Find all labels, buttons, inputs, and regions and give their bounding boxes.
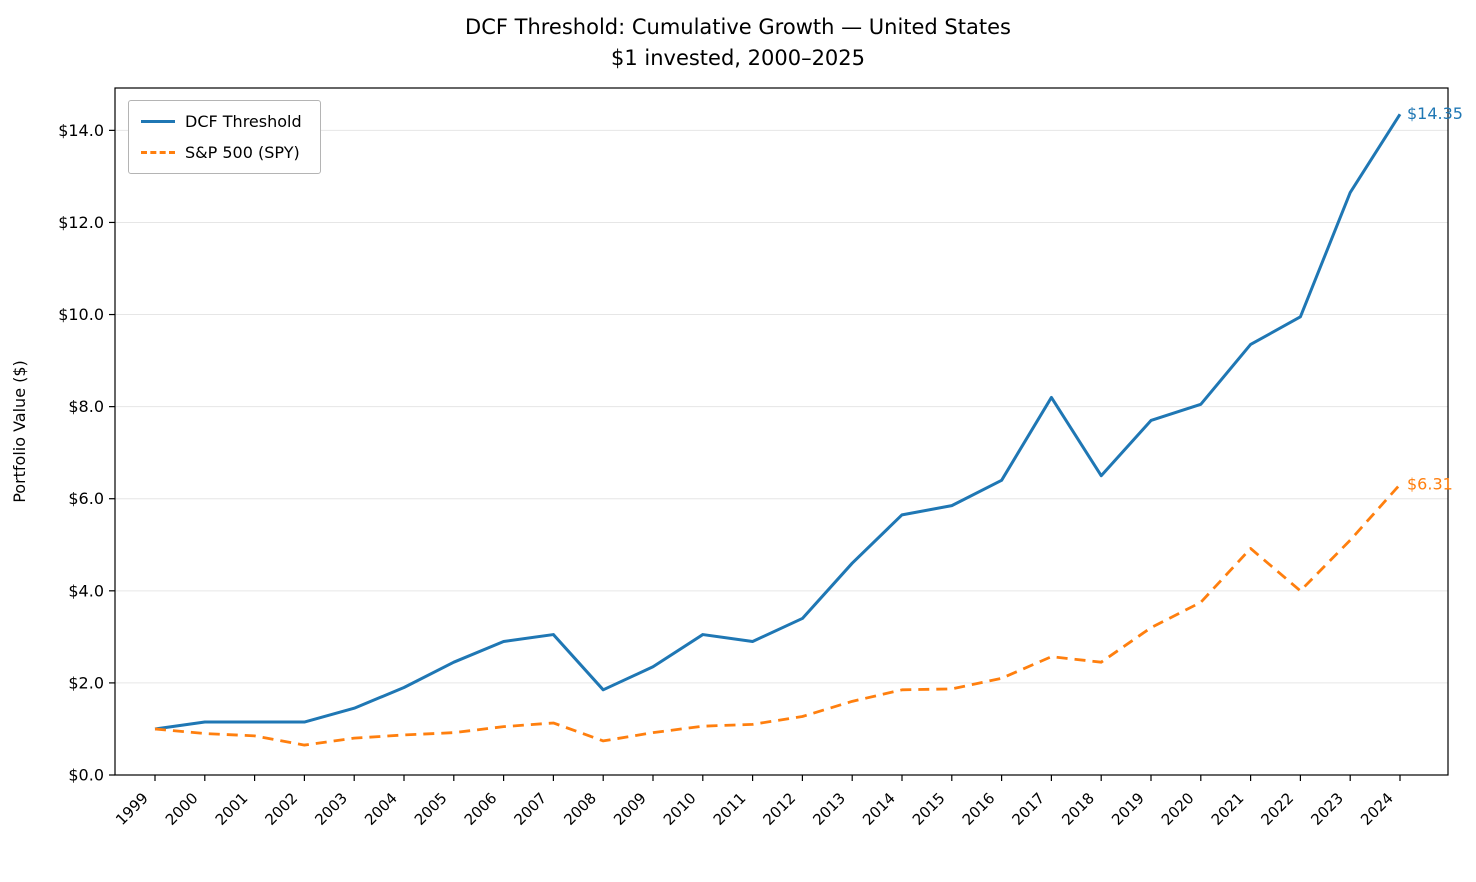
x-tick-label: 2001	[212, 789, 252, 829]
end-value-label: $14.35	[1407, 104, 1463, 123]
x-tick-label: 2004	[361, 789, 401, 829]
legend-line-sample	[141, 151, 175, 154]
x-tick-label: 2003	[311, 789, 351, 829]
x-tick-label: 2009	[610, 789, 650, 829]
x-tick-label: 2019	[1108, 789, 1148, 829]
legend-item: DCF Threshold	[141, 112, 302, 131]
chart-title-block: DCF Threshold: Cumulative Growth — Unite…	[0, 12, 1476, 74]
legend-label: DCF Threshold	[185, 112, 302, 131]
x-tick-label: 2008	[560, 789, 600, 829]
x-tick-label: 2018	[1058, 789, 1098, 829]
end-value-label: $6.31	[1407, 474, 1453, 493]
legend-label: S&P 500 (SPY)	[185, 143, 300, 162]
legend-line-sample	[141, 120, 175, 123]
x-tick-label: 2013	[809, 789, 849, 829]
x-tick-label: 2002	[261, 789, 301, 829]
x-tick-label: 2021	[1208, 789, 1248, 829]
x-tick-label: 2016	[959, 789, 999, 829]
x-tick-label: 2020	[1158, 789, 1198, 829]
x-tick-label: 2007	[510, 789, 550, 829]
y-tick-label: $6.0	[68, 489, 104, 508]
x-tick-label: 2012	[759, 789, 799, 829]
x-tick-label: 2024	[1357, 789, 1397, 829]
y-tick-label: $12.0	[58, 213, 104, 232]
y-axis-label: Portfolio Value ($)	[10, 360, 29, 503]
x-tick-label: 2005	[411, 789, 451, 829]
y-tick-label: $2.0	[68, 673, 104, 692]
legend-item: S&P 500 (SPY)	[141, 143, 302, 162]
x-tick-label: 2015	[909, 789, 949, 829]
x-tick-label: 2014	[859, 789, 899, 829]
x-tick-label: 2023	[1307, 789, 1347, 829]
x-tick-label: 2010	[660, 789, 700, 829]
y-tick-label: $10.0	[58, 305, 104, 324]
y-tick-label: $8.0	[68, 397, 104, 416]
series-line-s-p-500-spy-	[154, 483, 1402, 747]
plot-frame	[114, 87, 1449, 776]
x-tick-label: 2011	[710, 789, 750, 829]
chart-title: DCF Threshold: Cumulative Growth — Unite…	[465, 15, 1011, 39]
x-tick-label: 1999	[112, 789, 152, 829]
x-tick-label: 2022	[1257, 789, 1297, 829]
x-tick-label: 2017	[1008, 789, 1048, 829]
y-tick-label: $4.0	[68, 581, 104, 600]
x-tick-label: 2000	[162, 789, 202, 829]
series-line-dcf-threshold	[154, 113, 1402, 731]
y-tick-label: $0.0	[68, 766, 104, 785]
legend: DCF Threshold S&P 500 (SPY)	[128, 100, 321, 174]
y-tick-label: $14.0	[58, 121, 104, 140]
chart-subtitle: $1 invested, 2000–2025	[610, 46, 866, 70]
x-tick-label: 2006	[461, 789, 501, 829]
